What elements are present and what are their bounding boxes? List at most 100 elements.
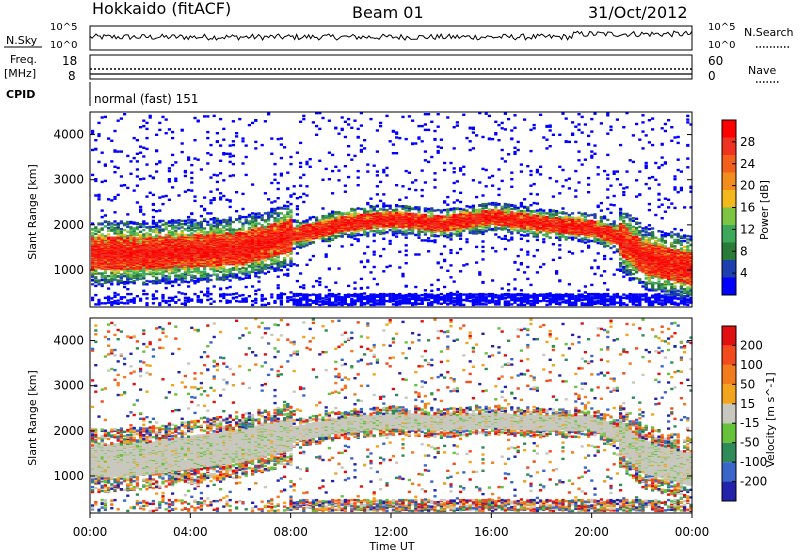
range-cell [305,162,309,166]
range-cell [180,302,184,305]
range-cell [222,296,226,300]
range-cell [113,291,117,295]
range-cell [267,264,271,267]
range-cell [244,297,248,300]
range-cell [238,214,242,218]
range-cell [126,277,130,280]
range-cell [113,269,117,272]
range-cell [151,282,155,285]
range-cell [295,197,299,200]
range-cell [254,275,258,278]
range-cell [171,225,175,228]
range-cell [286,205,290,208]
range-cell [299,297,303,300]
range-cell [263,219,267,222]
range-cell [270,260,274,263]
range-cell [145,222,149,225]
range-cell [113,294,117,297]
range-cell [199,227,203,230]
range-cell [103,302,107,305]
range-cell [251,299,255,303]
range-cell [279,206,283,210]
range-cell [212,230,216,233]
range-cell [299,184,303,187]
range-cell [302,286,306,290]
range-cell [139,269,143,272]
range-cell [177,274,181,277]
range-cell [158,235,162,238]
range-cell [222,152,226,155]
range-cell [132,230,136,233]
range-cell [177,276,181,279]
range-cell [212,260,216,263]
range-cell [180,260,184,264]
range-cell [161,219,165,223]
range-cell [267,219,271,222]
range-cell [212,197,216,200]
range-cell [129,292,133,296]
range-cell [183,296,187,300]
range-cell [199,247,203,250]
range-cell [273,258,277,261]
range-cell [187,188,191,192]
range-cell [126,302,130,305]
range-cell [142,213,146,216]
range-cell [91,132,95,135]
range-cell [260,297,264,301]
range-cell [91,269,95,272]
range-cell [302,220,306,223]
range-cell [103,296,107,300]
range-cell [295,213,299,216]
range-cell [273,212,277,215]
range-cell [164,194,168,198]
range-cell [177,221,181,225]
range-cell [260,224,264,227]
range-cell [119,279,123,283]
range-cell [193,246,197,249]
range-cell [299,161,303,165]
range-cell [286,212,290,216]
range-cell [276,262,280,265]
range-cell [142,224,146,227]
range-cell [244,144,248,147]
range-cell [196,158,200,161]
range-cell [196,267,200,270]
range-cell [103,270,107,273]
range-cell [97,259,101,262]
range-cell [103,220,107,223]
range-cell [228,226,232,230]
range-cell [273,173,277,176]
range-cell [151,193,155,197]
range-cell [139,274,143,277]
range-cell [308,236,312,239]
range-cell [222,294,226,297]
range-cell [228,152,232,155]
range-cell [116,282,120,285]
range-cell [270,201,274,204]
range-cell [190,270,194,274]
range-cell [151,268,155,271]
range-cell [231,275,235,278]
range-cell [273,217,277,220]
range-cell [302,298,306,301]
range-cell [97,234,101,237]
range-cell [225,152,229,155]
range-cell [257,227,261,230]
range-cell [257,215,261,219]
range-cell [103,279,107,283]
range-cell [180,142,184,145]
range-cell [103,115,107,119]
range-cell [305,301,309,304]
range-cell [142,233,146,236]
range-cell [135,273,139,276]
range-cell [145,292,149,296]
range-cell [113,265,117,269]
range-cell [289,162,293,166]
range-cell [286,296,290,299]
range-cell [135,221,139,225]
range-cell [116,270,120,273]
range-cell [305,293,309,296]
range-cell [219,230,223,233]
range-cell [164,233,168,237]
range-cell [321,297,325,300]
